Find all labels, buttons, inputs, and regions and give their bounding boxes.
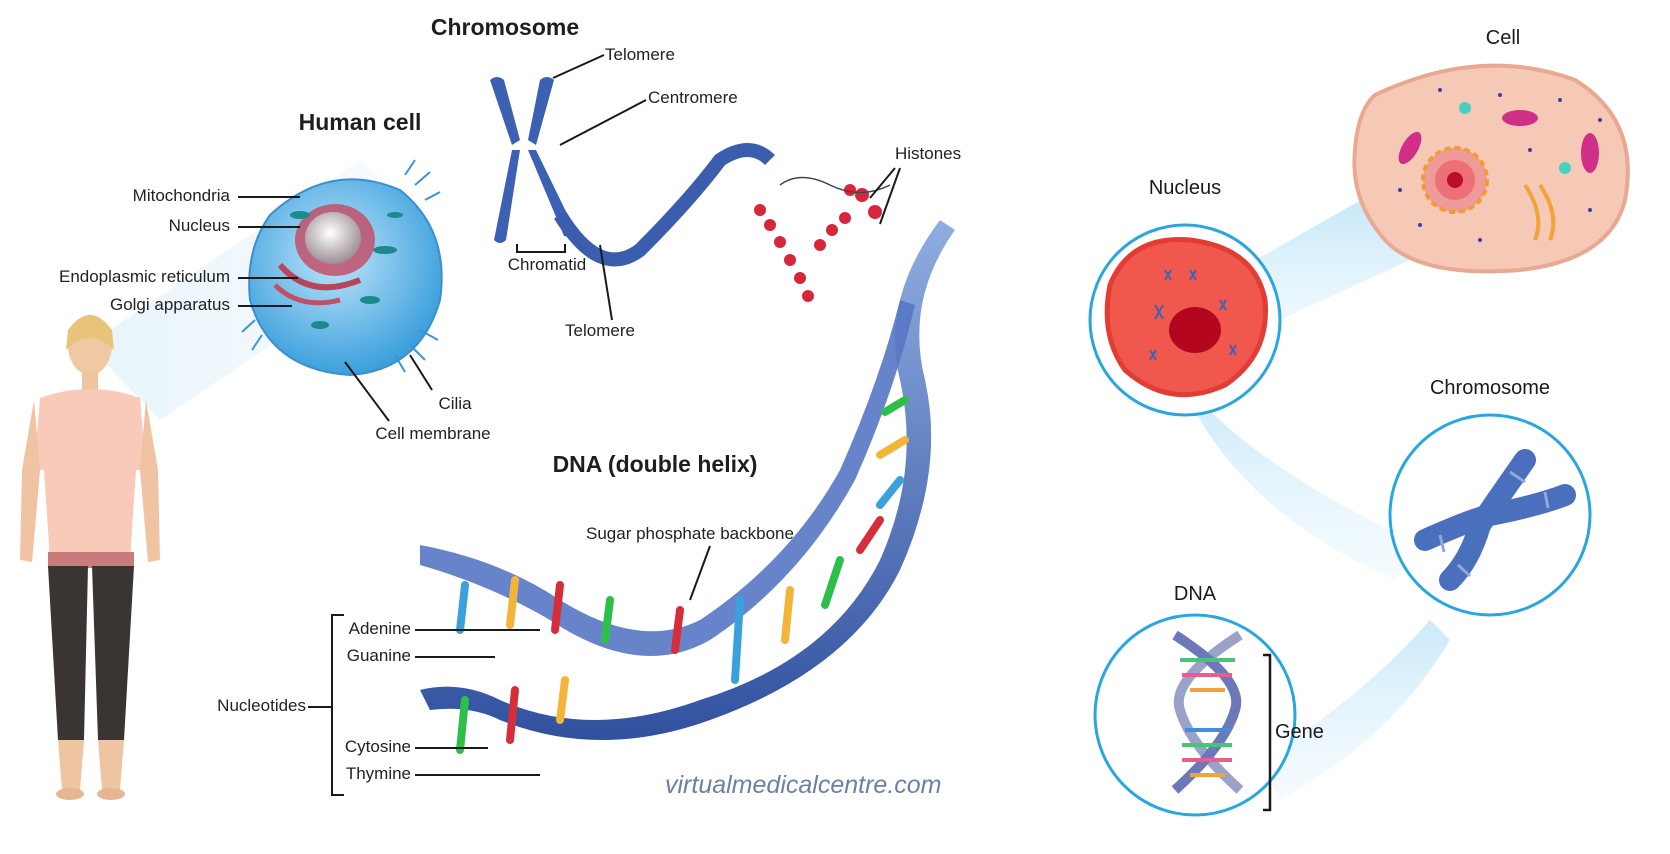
adenine-label: Adenine bbox=[349, 619, 411, 638]
telomere-top-label: Telomere bbox=[605, 45, 675, 64]
nucleus-label: Nucleus bbox=[169, 216, 230, 235]
cell-membrane-label: Cell membrane bbox=[375, 424, 490, 443]
beam-chromosome-to-dna bbox=[1260, 620, 1450, 800]
telomere-bottom-label: Telomere bbox=[565, 321, 635, 340]
golgi-apparatus-label: Golgi apparatus bbox=[110, 295, 230, 314]
cilia-label: Cilia bbox=[438, 394, 472, 413]
cell-illustration bbox=[1352, 63, 1630, 274]
gene-label: Gene bbox=[1275, 721, 1324, 743]
histones-beads bbox=[754, 184, 882, 302]
centromere-label: Centromere bbox=[648, 88, 738, 107]
nucleus-right-label: Nucleus bbox=[1149, 177, 1221, 199]
dna-double-helix-title: DNA (double helix) bbox=[553, 451, 758, 477]
chromatid-label: Chromatid bbox=[508, 255, 586, 274]
mitochondria-label: Mitochondria bbox=[133, 186, 231, 205]
chromosome-illustration bbox=[490, 77, 891, 302]
chromosome-right-label: Chromosome bbox=[1430, 377, 1550, 399]
dna-right-label: DNA bbox=[1174, 583, 1217, 605]
human-cell-title: Human cell bbox=[299, 109, 422, 135]
cytosine-label: Cytosine bbox=[345, 737, 411, 756]
guanine-label: Guanine bbox=[347, 646, 411, 665]
nucleotides-label: Nucleotides bbox=[217, 696, 306, 715]
dna-circle bbox=[1093, 613, 1297, 817]
beam-nucleus-to-chromosome bbox=[1190, 390, 1420, 580]
thymine-label: Thymine bbox=[346, 764, 411, 783]
chromosome-title: Chromosome bbox=[431, 14, 579, 40]
watermark-text: virtualmedicalcentre.com bbox=[665, 771, 942, 799]
nucleus-circle bbox=[1088, 223, 1282, 417]
histones-label: Histones bbox=[895, 144, 961, 163]
chromosome-circle bbox=[1388, 413, 1592, 617]
human-cell-illustration bbox=[241, 159, 443, 377]
cell-label: Cell bbox=[1486, 27, 1520, 49]
dna-helix-illustration bbox=[420, 220, 955, 754]
sugar-phosphate-backbone-label: Sugar phosphate backbone bbox=[586, 524, 794, 543]
endoplasmic-reticulum-label: Endoplasmic reticulum bbox=[59, 267, 230, 286]
